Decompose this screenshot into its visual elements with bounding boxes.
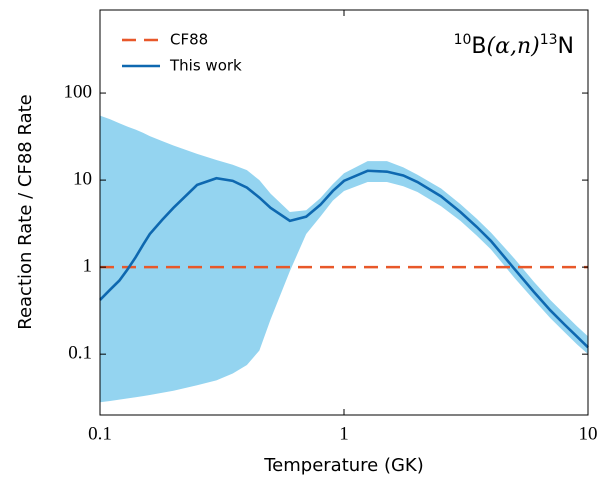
x-tick-label: 0.1 [88,423,112,444]
y-tick-label: 100 [64,81,93,102]
y-tick-label: 1 [83,255,93,276]
annotation-part: 13 [540,32,558,48]
series-line [99,169,589,349]
x-tick-label: 1 [339,423,349,444]
y-axis-label: Reaction Rate / CF88 Rate [15,94,36,330]
x-axis-label: Temperature (GK) [263,455,424,476]
annotation-part: N [558,34,574,59]
uncertainty-band [100,115,588,403]
annotation-part: B [471,34,486,59]
plot-area [99,115,589,403]
annotation-part: (α,n) [487,34,540,59]
y-tick-label: 0.1 [68,343,92,364]
annotation-part: 10 [454,32,472,48]
legend-label: This work [169,57,242,75]
y-tick-label: 10 [73,168,92,189]
legend-label: CF88 [170,31,208,49]
x-tick-label: 10 [579,423,598,444]
annotation: 10B(α,n)13N [454,32,574,59]
